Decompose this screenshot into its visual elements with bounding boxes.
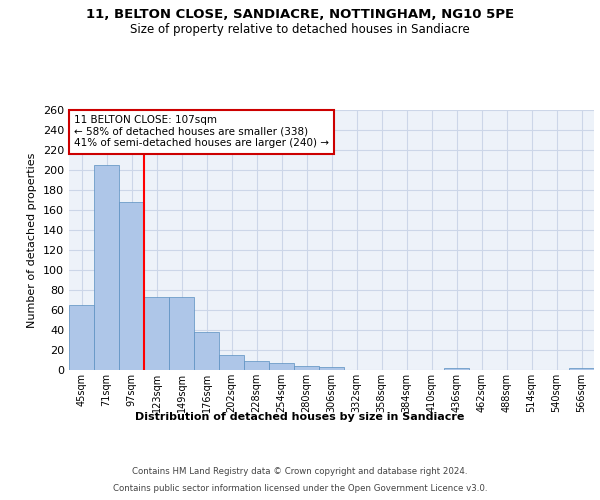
Bar <box>294 366 319 370</box>
Bar <box>444 368 469 370</box>
Text: 11, BELTON CLOSE, SANDIACRE, NOTTINGHAM, NG10 5PE: 11, BELTON CLOSE, SANDIACRE, NOTTINGHAM,… <box>86 8 514 20</box>
Bar <box>194 332 219 370</box>
Bar <box>69 305 94 370</box>
Text: Distribution of detached houses by size in Sandiacre: Distribution of detached houses by size … <box>136 412 464 422</box>
Bar <box>119 202 144 370</box>
Bar <box>244 361 269 370</box>
Text: Size of property relative to detached houses in Sandiacre: Size of property relative to detached ho… <box>130 22 470 36</box>
Bar <box>144 297 169 370</box>
Bar <box>169 297 194 370</box>
Bar <box>219 355 244 370</box>
Text: Contains HM Land Registry data © Crown copyright and database right 2024.: Contains HM Land Registry data © Crown c… <box>132 468 468 476</box>
Text: Contains public sector information licensed under the Open Government Licence v3: Contains public sector information licen… <box>113 484 487 493</box>
Bar <box>269 363 294 370</box>
Text: 11 BELTON CLOSE: 107sqm
← 58% of detached houses are smaller (338)
41% of semi-d: 11 BELTON CLOSE: 107sqm ← 58% of detache… <box>74 115 329 148</box>
Bar <box>569 368 594 370</box>
Bar <box>94 165 119 370</box>
Bar <box>319 367 344 370</box>
Y-axis label: Number of detached properties: Number of detached properties <box>28 152 37 328</box>
